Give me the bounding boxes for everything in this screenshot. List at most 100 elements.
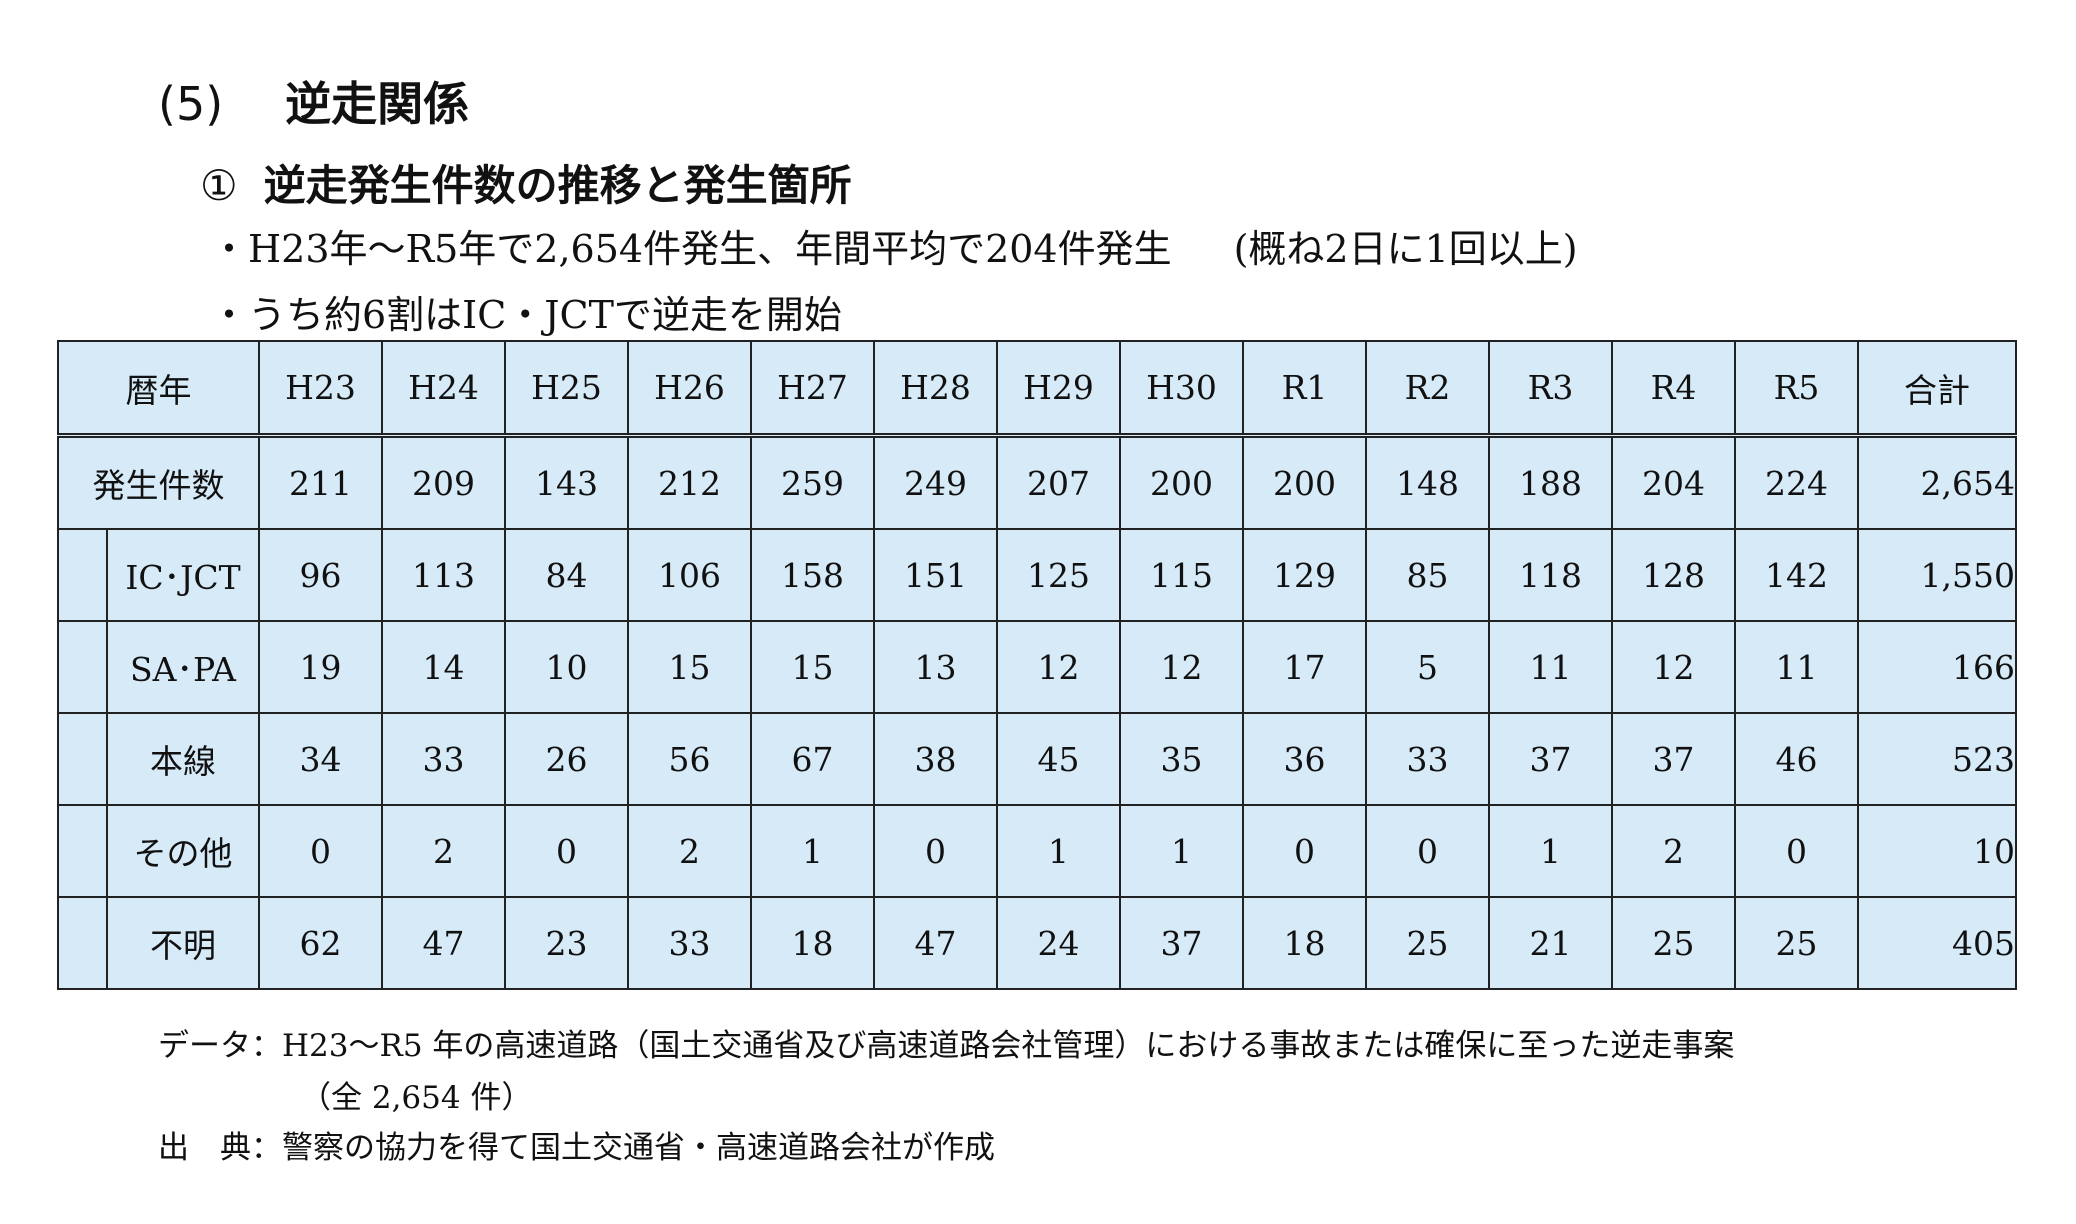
table-cell: 47 [381,896,506,990]
table-cell-total: 10 [1857,804,2017,898]
row-label: 不明 [106,896,260,990]
wrong-way-table: 暦年 H23 H24 H25 H26 H27 H28 H29 H30 R1 R2… [57,340,2017,990]
table-cell: 15 [627,620,752,714]
table-cell: 11 [1734,620,1859,714]
table-cell: 1 [996,804,1121,898]
table-cell: 37 [1488,712,1613,806]
header-year: R5 [1734,340,1859,438]
table-row-main-line: 本線 34 33 26 56 67 38 45 35 36 33 37 37 4… [57,712,2017,806]
table-header-row: 暦年 H23 H24 H25 H26 H27 H28 H29 H30 R1 R2… [57,340,2017,438]
row-label: 本線 [106,712,260,806]
header-year: H28 [873,340,998,438]
table-cell: 0 [873,804,998,898]
table-cell: 46 [1734,712,1859,806]
bullet-text-1: ・H23年～R5年で2,654件発生、年間平均で204件発生 [210,227,1172,271]
table-cell: 209 [381,434,506,530]
table-cell: 2 [627,804,752,898]
table-cell: 25 [1365,896,1490,990]
section-title: (5) 逆走関係 [158,68,469,134]
table-cell: 249 [873,434,998,530]
table-cell: 5 [1365,620,1490,714]
table-cell: 36 [1242,712,1367,806]
table-cell: 85 [1365,528,1490,622]
table-cell: 115 [1119,528,1244,622]
table-cell: 128 [1611,528,1736,622]
table-row-total-cases: 発生件数 211 209 143 212 259 249 207 200 200… [57,434,2017,530]
section-number: (5) [158,77,224,131]
section-heading: 逆走関係 [285,77,470,131]
header-year: H27 [750,340,875,438]
indent-cell [57,712,108,806]
indent-cell [57,804,108,898]
subsection-title: ① 逆走発生件数の推移と発生箇所 [200,152,852,213]
table-cell: 211 [258,434,383,530]
table-cell: 10 [504,620,629,714]
indent-cell [57,896,108,990]
footnote-source: 出 典：警察の協力を得て国土交通省・高速道路会社が作成 [158,1130,995,1166]
table-cell: 37 [1119,896,1244,990]
table-cell: 56 [627,712,752,806]
table-cell: 26 [504,712,629,806]
table-cell: 204 [1611,434,1736,530]
bullet-text-2: ・うち約6割はIC・JCTで逆走を開始 [210,293,842,337]
table-cell: 224 [1734,434,1859,530]
table-cell: 25 [1734,896,1859,990]
table-cell: 11 [1488,620,1613,714]
table-cell: 1 [1488,804,1613,898]
row-label: 発生件数 [57,434,260,530]
table-row-sa-pa: SA･PA 19 14 10 15 15 13 12 12 17 5 11 12… [57,620,2017,714]
header-year: R2 [1365,340,1490,438]
table-cell: 148 [1365,434,1490,530]
table-cell: 0 [258,804,383,898]
table-cell: 33 [627,896,752,990]
table-cell: 151 [873,528,998,622]
footnote-data-count: （全 2,654 件） [300,1080,533,1116]
table-cell: 129 [1242,528,1367,622]
table-row-unknown: 不明 62 47 23 33 18 47 24 37 18 25 21 25 2… [57,896,2017,990]
table-cell-total: 1,550 [1857,528,2017,622]
table-cell: 24 [996,896,1121,990]
table-cell: 12 [1119,620,1244,714]
indent-cell [57,528,108,622]
row-label: IC･JCT [106,528,260,622]
table-cell: 45 [996,712,1121,806]
table-cell: 259 [750,434,875,530]
table-cell: 1 [750,804,875,898]
table-cell: 84 [504,528,629,622]
table-cell: 34 [258,712,383,806]
table-cell: 0 [504,804,629,898]
table-cell: 113 [381,528,506,622]
table-cell: 13 [873,620,998,714]
table-cell: 12 [1611,620,1736,714]
table-cell: 106 [627,528,752,622]
header-total: 合計 [1857,340,2017,438]
header-year: H26 [627,340,752,438]
table-cell-total: 523 [1857,712,2017,806]
table-cell-total: 405 [1857,896,2017,990]
table-cell: 62 [258,896,383,990]
table-cell: 143 [504,434,629,530]
table-cell: 33 [1365,712,1490,806]
table-cell: 212 [627,434,752,530]
row-label: SA･PA [106,620,260,714]
bullet-summary-2: ・うち約6割はIC・JCTで逆走を開始 [210,284,842,339]
table-cell: 1 [1119,804,1244,898]
bullet-summary-1: ・H23年～R5年で2,654件発生、年間平均で204件発生 (概ね2日に1回以上… [210,218,1578,273]
table-cell: 188 [1488,434,1613,530]
indent-cell [57,620,108,714]
table-cell: 207 [996,434,1121,530]
table-cell: 2 [1611,804,1736,898]
table-cell: 35 [1119,712,1244,806]
subsection-mark: ① [200,161,238,210]
table-row-ic-jct: IC･JCT 96 113 84 106 158 151 125 115 129… [57,528,2017,622]
table-cell: 15 [750,620,875,714]
header-year: R4 [1611,340,1736,438]
table-cell: 0 [1365,804,1490,898]
table-cell: 47 [873,896,998,990]
table-cell: 19 [258,620,383,714]
table-cell: 200 [1242,434,1367,530]
table-row-other: その他 0 2 0 2 1 0 1 1 0 0 1 2 0 10 [57,804,2017,898]
header-year: H23 [258,340,383,438]
table-cell: 2 [381,804,506,898]
table-cell: 0 [1242,804,1367,898]
